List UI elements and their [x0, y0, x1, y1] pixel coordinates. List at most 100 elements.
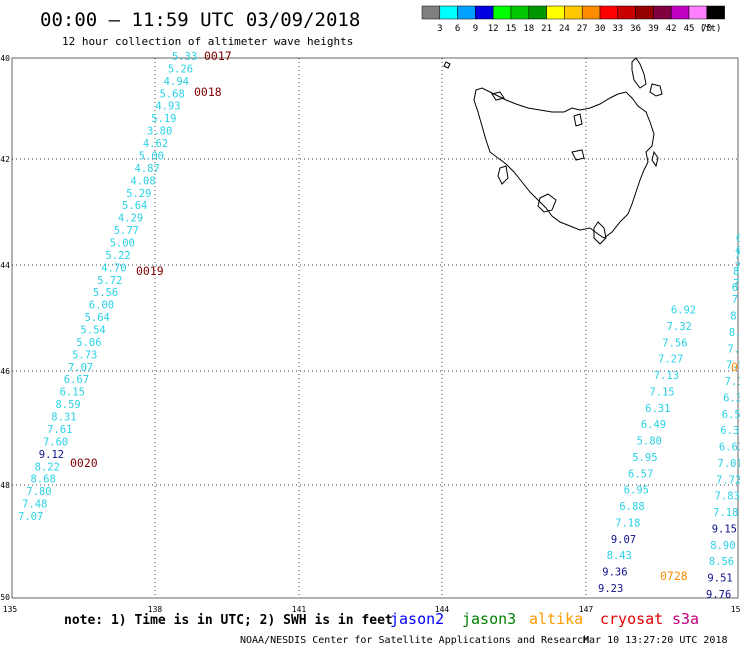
wave-height-value: 5.72 [97, 275, 122, 287]
satellite-s3a-label: s3a [672, 610, 699, 628]
wave-height-value: 7.07 [18, 511, 43, 523]
wave-height-value: 6.88 [619, 501, 644, 513]
wave-height-value: 5.26 [168, 63, 193, 75]
page-title: 00:00 – 11:59 UTC 03/09/2018 [40, 9, 360, 31]
wave-height-value: 8.31 [51, 412, 76, 424]
time-marker: 0018 [194, 85, 222, 99]
legend-label: 33 [612, 24, 623, 34]
wave-height-value: 7.56 [662, 337, 687, 349]
track-east: 667.47.78.267.756.907.836.9287.328.7.567… [598, 233, 740, 601]
wave-height-value: 6.3 [723, 392, 740, 404]
legend-swatch [653, 5, 672, 20]
legend-label: 9 [473, 24, 478, 34]
wave-height-value: 9.36 [602, 567, 627, 579]
tasmania-main-coast [473, 87, 655, 239]
legend-unit: (ft) [700, 24, 722, 34]
legend-swatch [688, 5, 708, 20]
legend-label: 18 [523, 24, 534, 34]
tasmania-landmass [443, 57, 663, 245]
footer-timestamp: Mar 10 13:27:20 UTC 2018 [583, 635, 728, 646]
legend-swatch [492, 5, 512, 20]
legend-label: 70 [701, 24, 712, 34]
wave-height-value: 7.61 [47, 424, 72, 436]
wave-height-value: 4.62 [143, 138, 168, 150]
longitude-label: 150 [731, 605, 740, 614]
wave-height-value: 6.31 [645, 403, 670, 415]
wave-height-value: 7.01 [717, 458, 740, 470]
king-island [443, 61, 451, 69]
color-scale-legend: 3 6 9 12 15 18 21 24 27 30 33 36 39 42 45 70(ft) [421, 5, 725, 34]
longitude-label: 144 [435, 605, 450, 614]
cape-barren-island [649, 83, 663, 97]
robbins-island [491, 91, 505, 101]
wave-height-value: 5.68 [160, 88, 185, 100]
wave-height-value: 7.15 [649, 386, 674, 398]
satellite-altika-label: altika [529, 610, 583, 628]
wave-height-value: 6.5 [722, 409, 740, 421]
legend-swatch [599, 5, 619, 20]
wave-height-value: 8.43 [607, 550, 632, 562]
wave-height-value: 5.29 [126, 188, 151, 200]
wave-height-value: 5.33 [172, 51, 197, 63]
legend-swatch [617, 5, 636, 20]
wave-height-value: 5.00 [139, 150, 164, 162]
wave-height-value: 6.95 [624, 485, 649, 497]
wave-height-value: 9.15 [712, 523, 737, 535]
legend-swatch [564, 5, 583, 20]
legend-label: 39 [648, 24, 659, 34]
map-frame [11, 57, 739, 599]
time-marker: 0019 [136, 264, 164, 278]
wave-height-value: 9.07 [611, 534, 636, 546]
wave-height-value: 5.95 [632, 452, 657, 464]
wave-height-value: 7.48 [22, 499, 47, 511]
legend-label: 42 [666, 24, 677, 34]
wave-height-value: 6.90 [732, 282, 740, 294]
wave-height-value: 5.80 [637, 436, 662, 448]
satellite-legend: jason2 jason3 altika cryosat s3a [390, 610, 699, 628]
wave-height-value: 8.90 [710, 540, 735, 552]
wave-height-value: 6.63 [719, 442, 740, 454]
wave-height-value: 4.70 [101, 262, 126, 274]
legend-label: 36 [630, 24, 641, 34]
satellite-cryosat-label: cryosat [600, 610, 663, 628]
wave-height-value: 6.49 [641, 419, 666, 431]
wave-height-value: 5.22 [105, 250, 130, 262]
legend-swatch [635, 5, 654, 20]
satellite-jason2-label: jason2 [390, 610, 444, 628]
wave-height-value: 9.23 [598, 583, 623, 595]
wave-height-value: 8.26 [733, 266, 740, 278]
wave-height-value: 6.3 [720, 425, 739, 437]
wave-height-value: 7.27 [658, 354, 683, 366]
wave-height-value: 4.08 [130, 175, 155, 187]
tamar-estuary [573, 113, 583, 127]
wave-height-value: 8.68 [30, 474, 55, 486]
wave-height-value: 4.87 [135, 163, 160, 175]
wave-height-value: 7.18 [615, 517, 640, 529]
legend-swatch [546, 5, 565, 20]
wave-height-value: 7.83 [732, 294, 740, 306]
legend-swatch [475, 5, 494, 20]
wave-height-value: 7.1 [725, 376, 740, 388]
legend-label: 30 [595, 24, 606, 34]
wave-height-value: 5.73 [72, 349, 97, 361]
edge-time-marker: 0 [731, 360, 738, 374]
wave-height-value: 7.5 [726, 360, 740, 372]
legend-label: 24 [559, 24, 570, 34]
wave-height-value: 6.67 [64, 374, 89, 386]
wave-height-value: 3.80 [147, 126, 172, 138]
wave-height-value: 6 [736, 233, 740, 245]
wave-height-value: 7.18 [713, 507, 738, 519]
satellite-jason3-label: jason3 [462, 610, 516, 628]
graticule: -40 -42 -44 -46 -48 -50 135 138 141 144 147 150 [0, 54, 740, 614]
page-subtitle: 12 hour collection of altimeter wave hei… [62, 35, 353, 48]
legend-swatch [510, 5, 530, 20]
lake-2 [537, 193, 557, 213]
wave-height-value: 7.07 [68, 362, 93, 374]
legend-swatch [706, 5, 725, 20]
wave-height-value: 8.56 [709, 556, 734, 568]
wave-height-value: 4.29 [118, 213, 143, 225]
wave-height-value: 5.54 [80, 325, 105, 337]
longitude-label: 141 [292, 605, 307, 614]
wave-height-value: 8 [730, 311, 736, 323]
wave-height-value: 7.83 [715, 491, 740, 503]
